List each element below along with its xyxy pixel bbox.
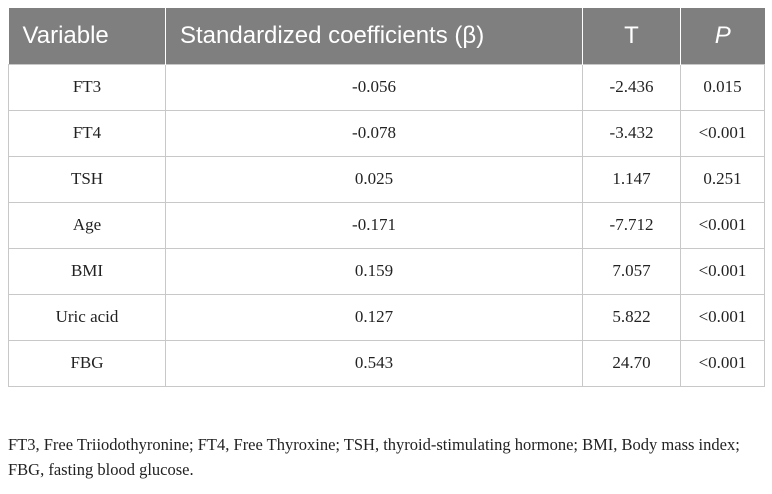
cell-beta: 0.127	[165, 293, 583, 341]
cell-variable: Uric acid	[8, 293, 166, 341]
cell-p: <0.001	[680, 339, 765, 387]
cell-p: <0.001	[680, 109, 765, 157]
cell-t: -2.436	[582, 63, 681, 111]
cell-p: <0.001	[680, 293, 765, 341]
cell-variable: FT4	[8, 109, 166, 157]
cell-variable: FBG	[8, 339, 166, 387]
cell-beta: -0.056	[165, 63, 583, 111]
regression-table-container: Variable Standardized coefficients (β) T…	[8, 8, 765, 387]
cell-variable: Age	[8, 201, 166, 249]
cell-t: -7.712	[582, 201, 681, 249]
cell-variable: BMI	[8, 247, 166, 295]
cell-p: 0.015	[680, 63, 765, 111]
cell-t: 24.70	[582, 339, 681, 387]
cell-p: 0.251	[680, 155, 765, 203]
table-row: BMI 0.159 7.057 <0.001	[8, 247, 765, 295]
regression-table: Variable Standardized coefficients (β) T…	[8, 8, 765, 387]
cell-variable: TSH	[8, 155, 166, 203]
table-row: FT3 -0.056 -2.436 0.015	[8, 63, 765, 111]
table-row: Age -0.171 -7.712 <0.001	[8, 201, 765, 249]
cell-beta: 0.025	[165, 155, 583, 203]
cell-t: 7.057	[582, 247, 681, 295]
cell-p: <0.001	[680, 201, 765, 249]
table-header: Variable Standardized coefficients (β) T…	[8, 8, 765, 64]
header-variable: Variable	[8, 8, 166, 64]
cell-beta: -0.171	[165, 201, 583, 249]
table-row: TSH 0.025 1.147 0.251	[8, 155, 765, 203]
header-row: Variable Standardized coefficients (β) T…	[8, 8, 765, 64]
header-t: T	[582, 8, 681, 64]
cell-variable: FT3	[8, 63, 166, 111]
cell-beta: 0.159	[165, 247, 583, 295]
header-p: P	[714, 21, 731, 49]
table-row: Uric acid 0.127 5.822 <0.001	[8, 293, 765, 341]
header-standardized-coefficients: Standardized coefficients (β)	[165, 8, 583, 64]
cell-beta: 0.543	[165, 339, 583, 387]
cell-t: 1.147	[582, 155, 681, 203]
cell-p: <0.001	[680, 247, 765, 295]
table-row: FT4 -0.078 -3.432 <0.001	[8, 109, 765, 157]
table-footnote: FT3, Free Triiodothyronine; FT4, Free Th…	[8, 435, 740, 479]
table-row: FBG 0.543 24.70 <0.001	[8, 339, 765, 387]
cell-t: 5.822	[582, 293, 681, 341]
cell-t: -3.432	[582, 109, 681, 157]
cell-beta: -0.078	[165, 109, 583, 157]
table-body: FT3 -0.056 -2.436 0.015 FT4 -0.078 -3.43…	[8, 63, 765, 387]
